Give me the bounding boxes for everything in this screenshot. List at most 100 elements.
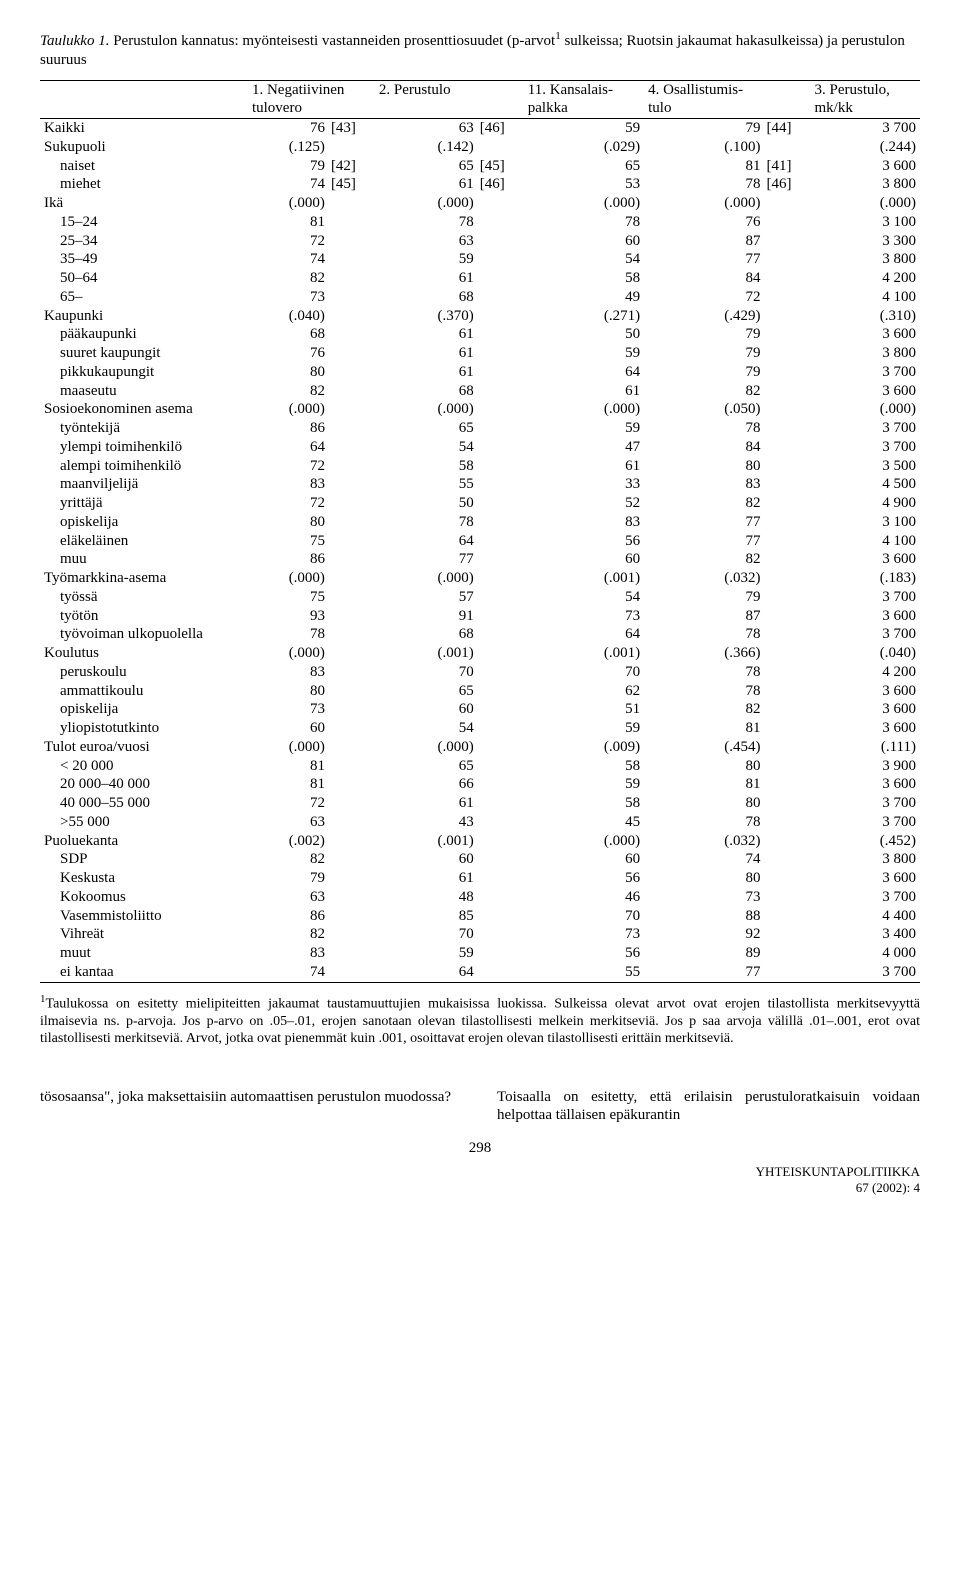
cell: 3 700 — [811, 119, 921, 138]
row-label: Ikä — [40, 194, 248, 213]
cell: 86 — [248, 550, 329, 569]
cell: 76 — [248, 344, 329, 363]
cell — [765, 382, 811, 401]
cell — [478, 438, 524, 457]
cell — [765, 569, 811, 588]
cell: (.100) — [644, 138, 764, 157]
row-label: SDP — [40, 850, 248, 869]
cell: 4 500 — [811, 475, 921, 494]
cell: 82 — [248, 925, 329, 944]
row-label: Kaikki — [40, 119, 248, 138]
cell — [329, 757, 375, 776]
cell — [478, 269, 524, 288]
table-row: työntekijä866559783 700 — [40, 419, 920, 438]
cell: 70 — [524, 907, 644, 926]
table-row: 65–736849724 100 — [40, 288, 920, 307]
cell: 65 — [375, 157, 478, 176]
cell — [478, 325, 524, 344]
cell: (.000) — [811, 194, 921, 213]
col-header-1b: tulovero — [248, 99, 375, 118]
cell: (.029) — [524, 138, 644, 157]
cell: 60 — [375, 850, 478, 869]
cell: 59 — [524, 775, 644, 794]
cell — [329, 719, 375, 738]
cell: 83 — [248, 475, 329, 494]
cell: 50 — [375, 494, 478, 513]
cell: 4 200 — [811, 269, 921, 288]
cell: 76 — [248, 119, 329, 138]
row-label: työvoiman ulkopuolella — [40, 625, 248, 644]
table-row: yliopistotutkinto605459813 600 — [40, 719, 920, 738]
cell — [478, 794, 524, 813]
cell: 59 — [375, 250, 478, 269]
table-row: 50–64826158844 200 — [40, 269, 920, 288]
cell: 4 200 — [811, 663, 921, 682]
cell: (.001) — [524, 569, 644, 588]
cell: 72 — [248, 232, 329, 251]
table-row: Työmarkkina-asema(.000)(.000)(.001)(.032… — [40, 569, 920, 588]
cell — [329, 644, 375, 663]
row-label: maaseutu — [40, 382, 248, 401]
cell — [478, 194, 524, 213]
cell: 83 — [644, 475, 764, 494]
cell: 61 — [375, 325, 478, 344]
cell — [478, 382, 524, 401]
table-row: 35–49745954773 800 — [40, 250, 920, 269]
cell — [329, 363, 375, 382]
row-label: maanviljelijä — [40, 475, 248, 494]
table-row: työssä755754793 700 — [40, 588, 920, 607]
cell: [42] — [329, 157, 375, 176]
cell: 79 — [644, 344, 764, 363]
cell: 65 — [524, 157, 644, 176]
cell: 79 — [644, 119, 764, 138]
cell — [329, 832, 375, 851]
cell — [478, 663, 524, 682]
cell: 60 — [524, 232, 644, 251]
cell: (.000) — [524, 832, 644, 851]
cell — [765, 250, 811, 269]
table-row: naiset79[42]65[45]6581[41]3 600 — [40, 157, 920, 176]
cell — [329, 382, 375, 401]
cell: 78 — [248, 625, 329, 644]
cell: 58 — [524, 269, 644, 288]
cell — [478, 888, 524, 907]
table-row: >55 000634345783 700 — [40, 813, 920, 832]
col-header-1a: 1. Negatiivinen — [248, 80, 375, 99]
cell: 65 — [375, 757, 478, 776]
cell — [329, 944, 375, 963]
cell: 3 700 — [811, 419, 921, 438]
cell — [329, 550, 375, 569]
cell: 87 — [644, 607, 764, 626]
cell — [765, 944, 811, 963]
cell: 3 400 — [811, 925, 921, 944]
cell: 3 600 — [811, 325, 921, 344]
cell — [765, 457, 811, 476]
table-row: 25–34726360873 300 — [40, 232, 920, 251]
cell: 82 — [248, 269, 329, 288]
row-label: ylempi toimihenkilö — [40, 438, 248, 457]
cell — [478, 832, 524, 851]
cell: (.000) — [811, 400, 921, 419]
table-row: Vasemmistoliitto868570884 400 — [40, 907, 920, 926]
cell: 59 — [524, 719, 644, 738]
row-label: Sosioekonominen asema — [40, 400, 248, 419]
cell: 82 — [248, 382, 329, 401]
cell: (.000) — [375, 569, 478, 588]
cell: 60 — [524, 850, 644, 869]
cell: 83 — [248, 663, 329, 682]
cell: 87 — [644, 232, 764, 251]
col-header-2b — [375, 99, 524, 118]
cell: 58 — [524, 794, 644, 813]
cell: 77 — [644, 532, 764, 551]
cell — [329, 513, 375, 532]
cell: 3 800 — [811, 250, 921, 269]
cell: [46] — [478, 119, 524, 138]
cell — [329, 607, 375, 626]
cell: 51 — [524, 700, 644, 719]
cell: 81 — [248, 213, 329, 232]
cell: (.001) — [375, 832, 478, 851]
cell — [765, 213, 811, 232]
cell — [329, 344, 375, 363]
cell: 82 — [644, 382, 764, 401]
row-label: Sukupuoli — [40, 138, 248, 157]
